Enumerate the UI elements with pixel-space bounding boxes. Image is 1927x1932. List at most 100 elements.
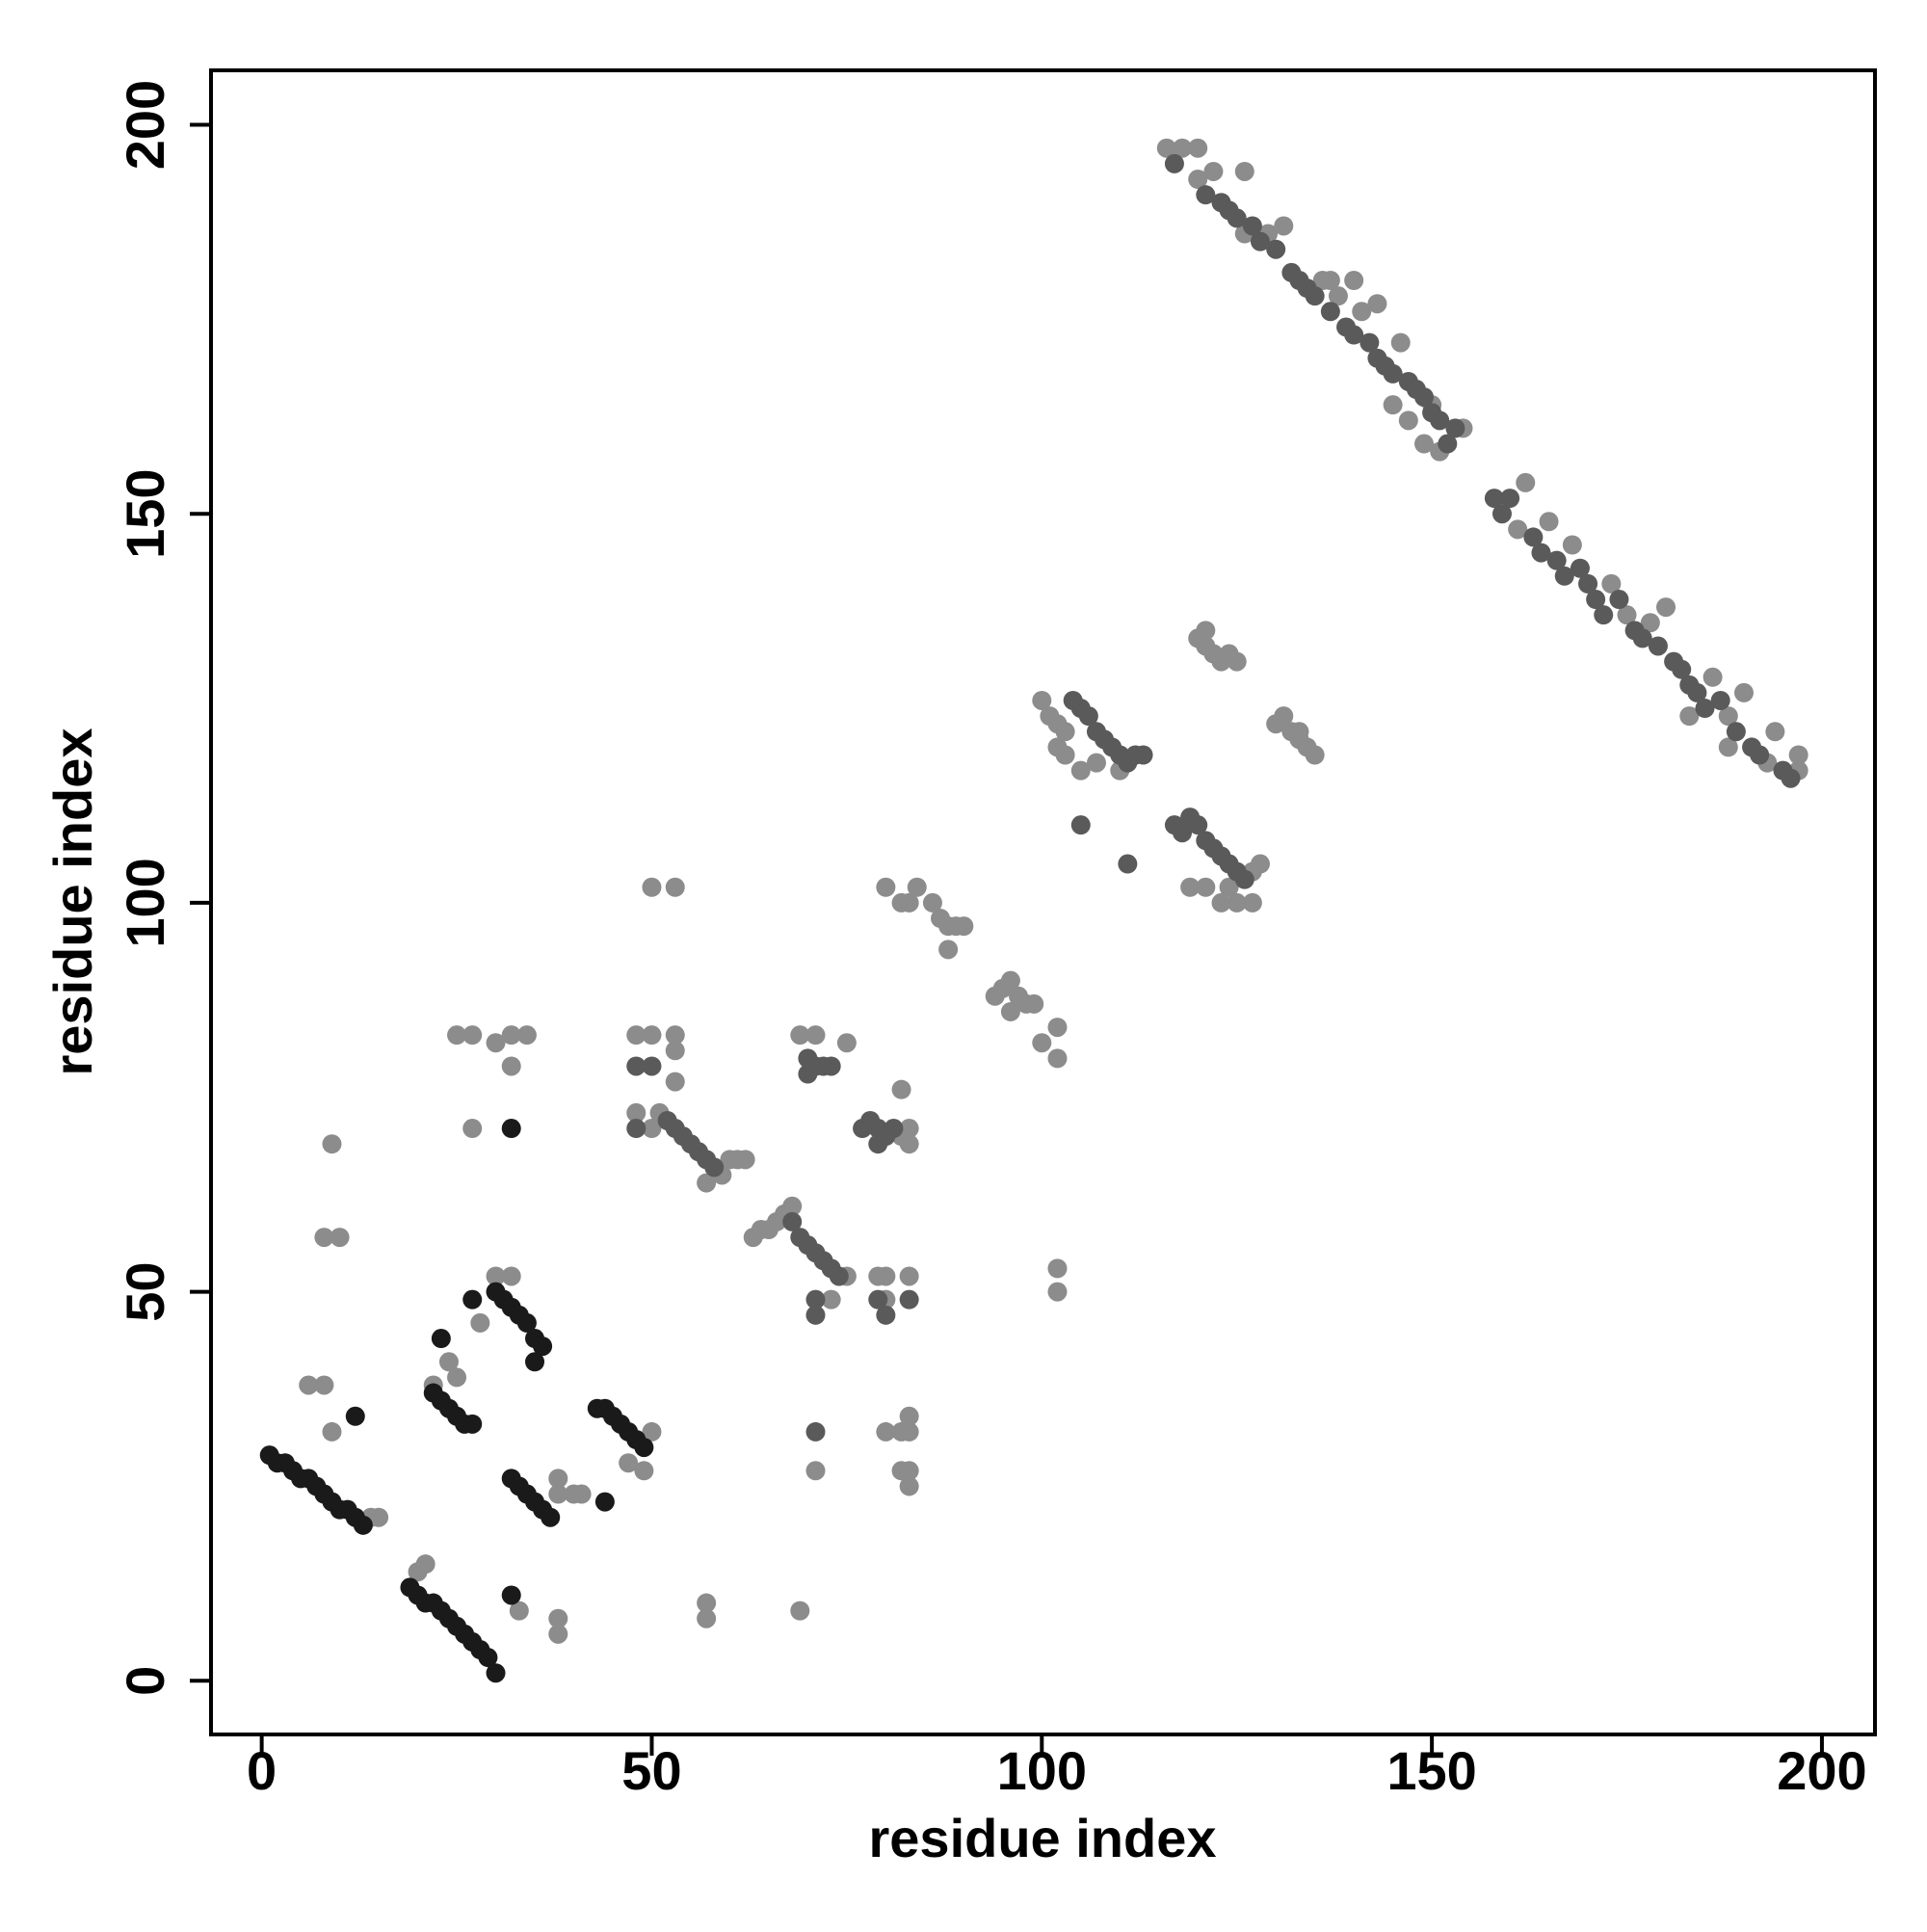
point <box>571 1484 592 1504</box>
point <box>1305 745 1325 765</box>
point <box>1227 208 1247 228</box>
point <box>1274 216 1294 236</box>
point <box>805 1305 826 1325</box>
point <box>1562 535 1582 555</box>
point <box>876 1305 896 1325</box>
point <box>1359 332 1380 353</box>
point <box>1640 613 1660 633</box>
point <box>1328 286 1348 306</box>
point <box>1367 294 1387 314</box>
point <box>805 1421 826 1442</box>
point <box>1250 854 1270 874</box>
point <box>899 1421 919 1442</box>
point <box>1070 815 1091 835</box>
point <box>821 1056 841 1076</box>
point <box>821 1289 841 1310</box>
y-tick-label: 0 <box>115 1666 175 1696</box>
point <box>1070 760 1091 781</box>
point <box>829 1266 849 1286</box>
point <box>1164 153 1184 173</box>
point <box>1414 434 1435 454</box>
point <box>642 1025 662 1045</box>
point <box>876 877 896 897</box>
point <box>1234 869 1254 889</box>
point <box>697 1608 717 1628</box>
point <box>525 1352 545 1372</box>
points-layer <box>259 138 1808 1683</box>
point <box>642 1056 662 1076</box>
point <box>805 1461 826 1481</box>
point <box>501 1585 521 1605</box>
x-tick-label: 50 <box>621 1740 681 1801</box>
point <box>735 1150 755 1170</box>
point <box>1586 590 1606 610</box>
point <box>1203 161 1224 181</box>
point <box>1578 573 1598 594</box>
point <box>1516 472 1536 492</box>
point <box>1648 636 1668 656</box>
point <box>876 1421 896 1442</box>
point <box>805 1025 826 1045</box>
point <box>634 1438 654 1458</box>
point <box>533 1337 553 1357</box>
point <box>1617 605 1637 625</box>
point <box>1710 690 1730 710</box>
plot-frame <box>209 68 1877 1736</box>
point <box>1718 737 1738 757</box>
point <box>899 1289 919 1310</box>
point <box>1274 706 1294 727</box>
point <box>462 1025 483 1045</box>
point <box>1055 745 1075 765</box>
point <box>1484 489 1504 509</box>
point <box>447 1367 467 1388</box>
point <box>1173 823 1193 843</box>
point <box>1726 722 1746 742</box>
point <box>1508 519 1528 540</box>
point <box>634 1461 654 1481</box>
point <box>805 1289 826 1310</box>
point <box>431 1329 451 1349</box>
point <box>665 877 685 897</box>
point <box>1656 597 1676 618</box>
point <box>1234 161 1254 181</box>
y-tick-label: 200 <box>115 80 175 170</box>
point <box>1188 138 1208 158</box>
x-tick-label: 200 <box>1777 1740 1866 1801</box>
point <box>314 1375 334 1395</box>
point <box>876 1266 896 1286</box>
y-tick-label: 100 <box>115 858 175 947</box>
point <box>1055 722 1075 742</box>
point <box>1250 231 1270 251</box>
y-axis-title: residue index <box>42 728 103 1075</box>
point <box>322 1421 342 1442</box>
point <box>1539 512 1559 532</box>
point <box>1554 566 1574 586</box>
point <box>899 1406 919 1426</box>
point <box>516 1312 537 1333</box>
point <box>665 1041 685 1061</box>
point <box>548 1469 568 1489</box>
point <box>899 1119 919 1139</box>
point <box>1032 690 1052 710</box>
point <box>868 1289 888 1310</box>
point <box>1695 699 1715 719</box>
x-axis-title: residue index <box>868 1808 1216 1868</box>
point <box>1765 722 1785 742</box>
point <box>626 1025 647 1045</box>
point <box>1546 550 1567 570</box>
point <box>665 1072 685 1092</box>
y-tick-label: 50 <box>115 1261 175 1321</box>
point <box>1390 332 1411 353</box>
point <box>1733 682 1754 702</box>
point <box>501 1266 521 1286</box>
point <box>626 1102 647 1123</box>
point <box>486 1663 506 1683</box>
x-tick-label: 0 <box>247 1740 277 1801</box>
point <box>1000 1001 1020 1021</box>
point <box>314 1228 334 1248</box>
point <box>1242 216 1262 236</box>
x-tick-label: 150 <box>1386 1740 1476 1801</box>
point <box>486 1033 506 1053</box>
y-tick-label: 150 <box>115 468 175 558</box>
point <box>899 892 919 913</box>
